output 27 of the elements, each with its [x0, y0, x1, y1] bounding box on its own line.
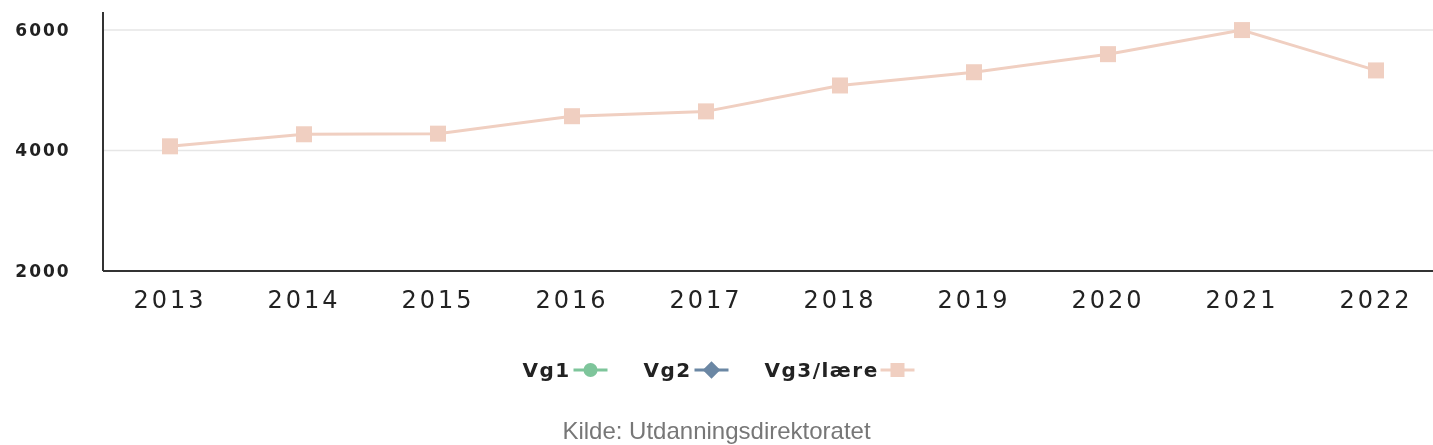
x-tick-label: 2022	[1339, 286, 1413, 314]
point	[698, 103, 714, 120]
point	[966, 64, 982, 81]
x-tick-label: 2017	[669, 286, 743, 314]
point	[1234, 22, 1250, 39]
point	[564, 108, 580, 125]
x-tick-label: 2013	[133, 286, 207, 314]
point	[1368, 62, 1384, 79]
y-tick-label: 4000	[15, 140, 71, 161]
x-tick-label: 2020	[1071, 286, 1145, 314]
x-tick-label: 2018	[803, 286, 877, 314]
x-tick-label: 2016	[535, 286, 609, 314]
x-tick-label: 2019	[937, 286, 1011, 314]
text: Kilde: Utdanningsdirektoratet	[562, 417, 871, 445]
legend-label: Vg2	[643, 358, 692, 382]
point	[162, 138, 178, 155]
y-tick-label: 2000	[15, 260, 71, 281]
y-tick-label: 6000	[15, 20, 71, 41]
point	[1100, 46, 1116, 63]
point	[832, 77, 848, 94]
x-tick-label: 2021	[1205, 286, 1279, 314]
point	[430, 125, 446, 142]
point	[296, 126, 312, 143]
x-tick-label: 2015	[401, 286, 475, 314]
legend-label: Vg1	[522, 358, 571, 382]
legend-label: Vg3/lære	[764, 358, 879, 382]
x-tick-label: 2014	[267, 286, 341, 314]
